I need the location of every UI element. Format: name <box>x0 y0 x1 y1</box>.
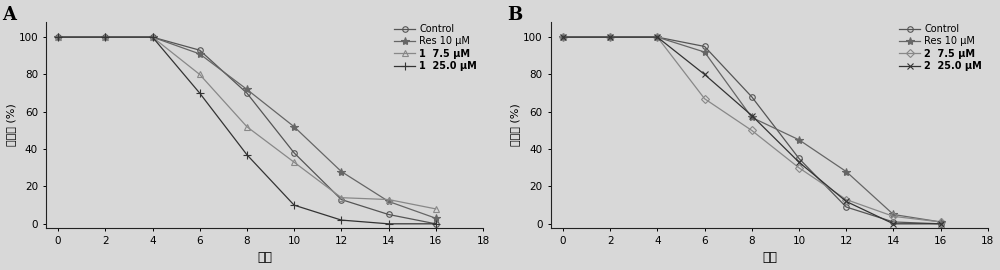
Res 10 μM <box>699 50 711 54</box>
Res 10 μM <box>52 35 64 39</box>
Line: 1  25.0 μM: 1 25.0 μM <box>54 33 440 228</box>
Control <box>430 222 442 225</box>
X-axis label: 代数: 代数 <box>762 251 777 264</box>
Line: Res 10 μM: Res 10 μM <box>559 33 945 226</box>
2  7.5 μM <box>604 35 616 39</box>
2  7.5 μM <box>887 215 899 218</box>
1  7.5 μM <box>383 198 395 201</box>
Legend: Control, Res 10 μM, 2  7.5 μM, 2  25.0 μM: Control, Res 10 μM, 2 7.5 μM, 2 25.0 μM <box>898 23 983 72</box>
Res 10 μM <box>935 220 947 224</box>
1  25.0 μM <box>335 218 347 222</box>
Control <box>99 35 111 39</box>
Control <box>288 151 300 154</box>
Control <box>52 35 64 39</box>
Control <box>699 45 711 48</box>
Res 10 μM <box>840 170 852 173</box>
Control <box>241 92 253 95</box>
Res 10 μM <box>99 35 111 39</box>
Res 10 μM <box>383 200 395 203</box>
Control <box>651 35 663 39</box>
2  7.5 μM <box>840 198 852 201</box>
2  25.0 μM <box>604 35 616 39</box>
Res 10 μM <box>147 35 159 39</box>
1  25.0 μM <box>99 35 111 39</box>
2  7.5 μM <box>935 220 947 224</box>
1  25.0 μM <box>430 222 442 225</box>
Control <box>840 205 852 209</box>
Res 10 μM <box>557 35 569 39</box>
Res 10 μM <box>335 170 347 173</box>
Res 10 μM <box>194 52 206 56</box>
2  7.5 μM <box>557 35 569 39</box>
Control <box>746 95 758 99</box>
Control <box>935 222 947 225</box>
1  25.0 μM <box>288 204 300 207</box>
Control <box>887 220 899 224</box>
2  7.5 μM <box>793 166 805 170</box>
Line: 1  7.5 μM: 1 7.5 μM <box>55 34 439 212</box>
Control <box>604 35 616 39</box>
1  7.5 μM <box>99 35 111 39</box>
1  25.0 μM <box>241 153 253 156</box>
Control <box>147 35 159 39</box>
Line: 2  25.0 μM: 2 25.0 μM <box>559 34 944 227</box>
Text: A: A <box>3 6 17 24</box>
1  25.0 μM <box>194 92 206 95</box>
Y-axis label: 生存率 (%): 生存率 (%) <box>510 103 520 146</box>
2  25.0 μM <box>699 73 711 76</box>
2  25.0 μM <box>746 114 758 117</box>
1  7.5 μM <box>147 35 159 39</box>
Res 10 μM <box>651 35 663 39</box>
Res 10 μM <box>288 125 300 128</box>
2  25.0 μM <box>840 200 852 203</box>
Res 10 μM <box>746 116 758 119</box>
1  7.5 μM <box>241 125 253 128</box>
Res 10 μM <box>887 213 899 216</box>
Res 10 μM <box>604 35 616 39</box>
Line: Res 10 μM: Res 10 μM <box>54 33 440 222</box>
Res 10 μM <box>793 138 805 141</box>
2  7.5 μM <box>746 129 758 132</box>
X-axis label: 代数: 代数 <box>257 251 272 264</box>
Line: Control: Control <box>560 34 943 227</box>
Control <box>793 157 805 160</box>
Control <box>383 213 395 216</box>
Line: Control: Control <box>55 34 439 227</box>
Y-axis label: 生存率 (%): 生存率 (%) <box>6 103 16 146</box>
2  25.0 μM <box>793 161 805 164</box>
Control <box>335 198 347 201</box>
1  7.5 μM <box>194 73 206 76</box>
2  7.5 μM <box>699 97 711 100</box>
Text: B: B <box>507 6 523 24</box>
1  7.5 μM <box>288 161 300 164</box>
2  7.5 μM <box>651 35 663 39</box>
1  25.0 μM <box>147 35 159 39</box>
2  25.0 μM <box>935 222 947 225</box>
1  25.0 μM <box>52 35 64 39</box>
Line: 2  7.5 μM: 2 7.5 μM <box>560 34 943 225</box>
Res 10 μM <box>430 217 442 220</box>
1  7.5 μM <box>335 196 347 199</box>
Legend: Control, Res 10 μM, 1  7.5 μM, 1  25.0 μM: Control, Res 10 μM, 1 7.5 μM, 1 25.0 μM <box>393 23 478 72</box>
2  25.0 μM <box>651 35 663 39</box>
1  7.5 μM <box>430 207 442 211</box>
1  25.0 μM <box>383 222 395 225</box>
2  25.0 μM <box>557 35 569 39</box>
Control <box>194 49 206 52</box>
2  25.0 μM <box>887 222 899 225</box>
1  7.5 μM <box>52 35 64 39</box>
Control <box>557 35 569 39</box>
Res 10 μM <box>241 88 253 91</box>
